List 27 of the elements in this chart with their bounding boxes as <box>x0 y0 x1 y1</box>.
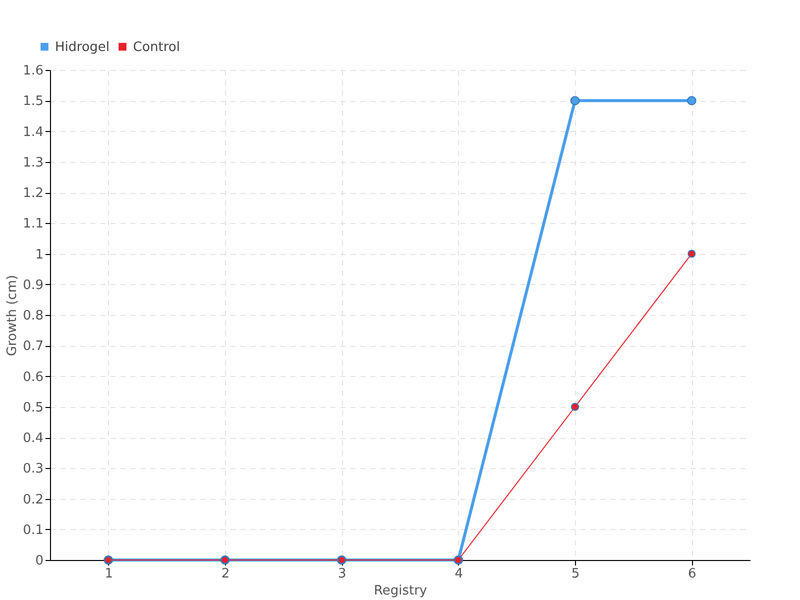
y-tick-label: 0.4 <box>22 431 44 446</box>
x-tick-label: 5 <box>571 566 580 582</box>
y-tick-label: 0.3 <box>22 462 44 477</box>
y-tick-label: 0.1 <box>22 522 44 538</box>
y-tick-label: 1.6 <box>22 64 44 78</box>
legend-label: Hidrogel <box>55 40 110 55</box>
y-tick-label: 1.5 <box>22 94 44 110</box>
y-tick-label: 0.9 <box>22 278 44 293</box>
x-tick-label: 3 <box>338 566 346 582</box>
y-tick-label: 1.4 <box>22 124 44 140</box>
y-tick-label: 0.5 <box>22 400 44 416</box>
y-tick-label: 0.8 <box>22 308 44 324</box>
y-tick-label: 0.7 <box>22 339 44 354</box>
x-tick-label: 2 <box>221 566 230 582</box>
y-tick-label: 0.6 <box>22 370 44 385</box>
y-axis-title: Growth (cm) <box>4 274 20 356</box>
y-tick-label: 0.2 <box>22 492 44 508</box>
y-tick-label: 1 <box>35 247 44 262</box>
legend-label: Control <box>133 40 180 55</box>
y-tick-label: 1.2 <box>22 186 44 201</box>
x-tick-label: 4 <box>454 566 463 582</box>
y-tick-label: 1.1 <box>22 216 44 232</box>
y-tick-label: 0 <box>35 554 44 568</box>
y-tick-label: 1.3 <box>22 155 44 170</box>
x-tick-label: 6 <box>688 566 696 582</box>
x-tick-label: 1 <box>104 566 113 582</box>
x-axis-title: Registry <box>374 584 428 598</box>
